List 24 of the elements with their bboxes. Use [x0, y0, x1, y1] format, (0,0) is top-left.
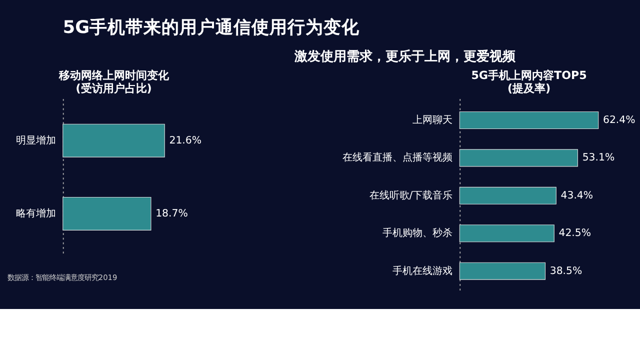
- data-label: 18.7%: [156, 208, 188, 220]
- bar: [459, 149, 578, 167]
- y-tick-label: 明显增加: [16, 134, 56, 146]
- chart-title: 移动网络上网时间变化 (受访用户占比): [58, 69, 170, 96]
- y-tick-label: 手机购物、秒杀: [382, 227, 453, 240]
- bar: [459, 111, 599, 129]
- y-tick-label: 上网聊天: [412, 114, 453, 126]
- data-label: 62.4%: [603, 115, 636, 126]
- y-tick-label: 在线听歌/下载音乐: [369, 189, 453, 202]
- text: 数据源：智能终端满意度研究2019: [7, 272, 118, 282]
- data-label: 38.5%: [550, 266, 582, 277]
- y-tick-label: 手机在线游戏: [392, 264, 453, 277]
- bar: [459, 224, 554, 242]
- data-label: 53.1%: [582, 152, 615, 164]
- data-label: 43.4%: [560, 190, 594, 202]
- data-label: 42.5%: [558, 228, 592, 240]
- text: 5G手机带来的用户通信使用行为变化: [62, 16, 361, 38]
- y-tick-label: 在线看直播、点播等视频: [342, 152, 453, 164]
- text: 激发使用需求，更乐于上网，更爱视频: [294, 48, 517, 65]
- bar: [459, 262, 546, 280]
- data-label: 21.6%: [169, 135, 202, 146]
- y-tick-label: 略有增加: [16, 208, 56, 220]
- bar: [459, 186, 556, 204]
- chart-title: 5G手机上网内容TOP5 (提及率): [471, 69, 587, 96]
